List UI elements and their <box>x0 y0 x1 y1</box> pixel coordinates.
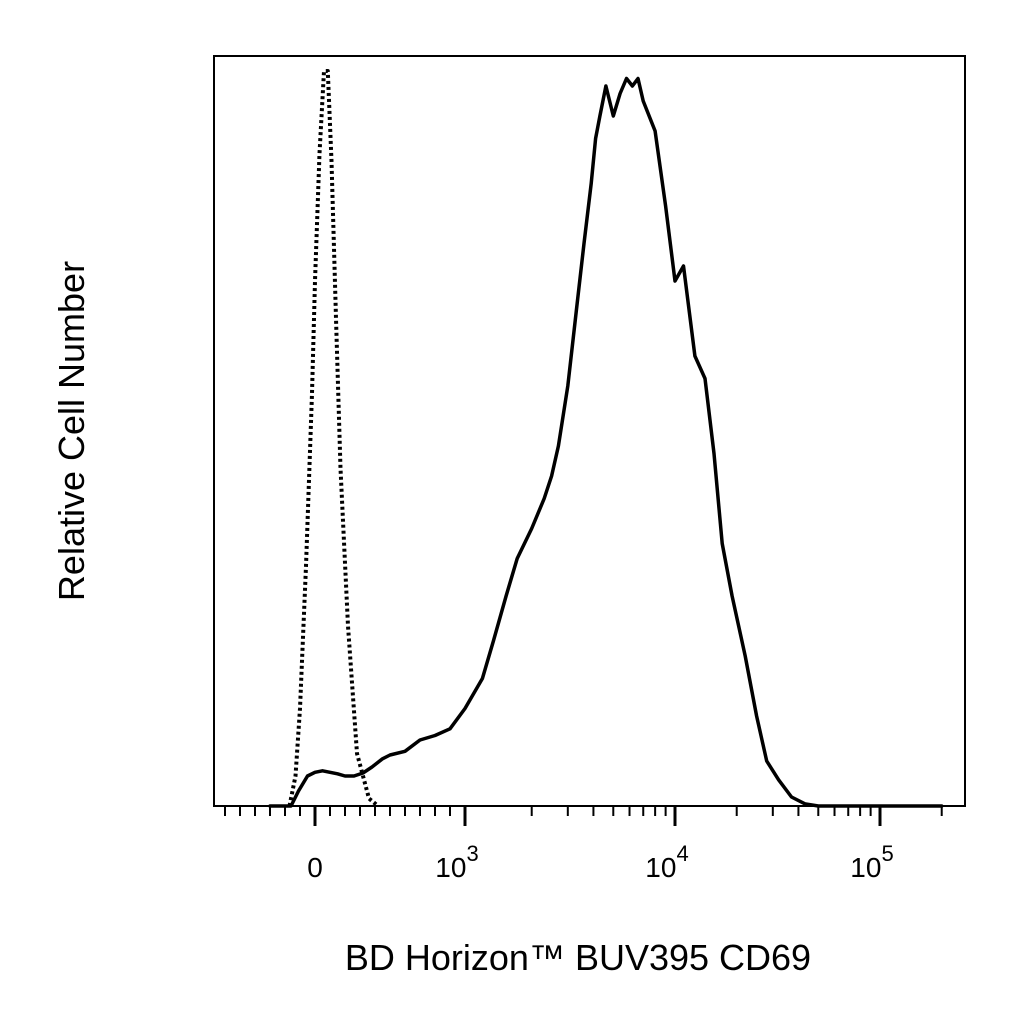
x-tick-label: 105 <box>850 841 893 883</box>
y-axis-label: Relative Cell Number <box>51 261 92 601</box>
x-axis-label: BD Horizon™ BUV395 CD69 <box>345 937 811 978</box>
x-tick-label: 103 <box>435 841 478 883</box>
x-tick-labels: 0 103 104 105 <box>307 841 893 883</box>
isotype-control-histogram <box>287 69 380 808</box>
stained-histogram <box>268 76 944 808</box>
series-group <box>268 69 944 808</box>
plot-frame <box>213 55 966 807</box>
x-tick-label: 104 <box>645 841 688 883</box>
x-axis-ticks <box>224 806 943 826</box>
x-tick-label: 0 <box>307 852 323 883</box>
